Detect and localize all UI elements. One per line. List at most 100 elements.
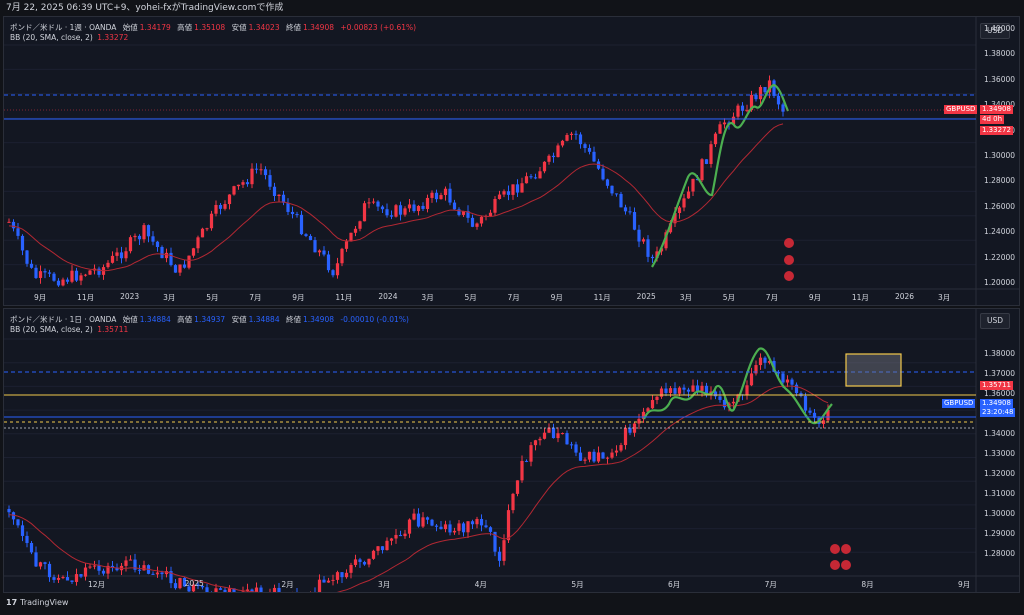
candle-body xyxy=(475,223,479,227)
price-tick-label: 1.36000 xyxy=(984,74,1016,84)
candle-body xyxy=(619,445,623,451)
candle-body xyxy=(272,186,277,197)
candle-body xyxy=(196,584,200,586)
weekly-candlestick-chart[interactable] xyxy=(4,17,1020,306)
candle-body xyxy=(461,523,466,533)
candle-body xyxy=(754,365,758,374)
time-tick-label: 7月 xyxy=(507,293,520,302)
price-tick-label: 1.29000 xyxy=(984,529,1016,538)
time-tick-label: 5月 xyxy=(571,580,584,589)
candle-body xyxy=(331,270,335,276)
candle-body xyxy=(493,531,497,552)
candle-body xyxy=(74,270,79,281)
candle-body xyxy=(358,221,362,229)
candle-body xyxy=(326,254,331,271)
currency-button[interactable]: USD xyxy=(980,313,1010,329)
candle-body xyxy=(128,237,133,252)
candle-body xyxy=(610,185,614,194)
candle-body xyxy=(335,263,340,276)
candle-body xyxy=(214,204,218,214)
candle-body xyxy=(385,209,389,216)
candle-body xyxy=(281,194,286,203)
candle-body xyxy=(245,182,250,185)
time-tick-label: 3月 xyxy=(938,293,951,302)
candle-body xyxy=(403,208,407,215)
green-trend-curve xyxy=(642,347,833,425)
candle-body xyxy=(749,373,754,386)
candle-body xyxy=(56,577,61,580)
time-tick-label: 8月 xyxy=(861,580,874,589)
candle-body xyxy=(412,513,416,520)
candle-body xyxy=(38,562,43,567)
price-tick-label: 1.38000 xyxy=(984,349,1016,358)
candle-body xyxy=(196,237,200,249)
daily-candlestick-chart[interactable] xyxy=(4,309,1020,593)
candle-body xyxy=(713,391,718,397)
weekly-ohlc-legend: ポンド／米ドル · 1週 · OANDA 始値 1.34179 高値 1.35108… xyxy=(10,22,416,33)
candle-body xyxy=(88,270,92,275)
candle-body xyxy=(520,183,524,193)
candle-body xyxy=(20,525,25,536)
candle-body xyxy=(97,565,101,571)
candle-body xyxy=(457,209,461,215)
weekly-bb-legend[interactable]: BB (20, SMA, close, 2) 1.33272 xyxy=(10,33,128,42)
candle-body xyxy=(790,379,794,385)
candle-body xyxy=(56,280,61,286)
candle-body xyxy=(416,513,421,527)
candle-body xyxy=(781,104,785,112)
candle-body xyxy=(65,577,70,581)
candle-body xyxy=(533,440,538,446)
candle-body xyxy=(205,228,209,230)
candle-body xyxy=(142,225,146,240)
time-tick-label: 2025 xyxy=(184,579,204,588)
price-tick-label: 1.40000 xyxy=(984,24,1016,33)
candle-body xyxy=(182,264,187,268)
candle-body xyxy=(560,433,565,435)
candle-body xyxy=(187,586,191,592)
candle-body xyxy=(506,191,511,195)
candle-body xyxy=(398,534,403,537)
event-marker-icon xyxy=(784,271,794,281)
candle-body xyxy=(776,371,781,374)
candle-body xyxy=(704,159,709,164)
candle-body xyxy=(124,560,128,566)
candle-body xyxy=(722,399,727,408)
candle-body xyxy=(763,357,767,363)
candle-body xyxy=(290,211,295,215)
candle-body xyxy=(731,401,736,404)
candle-body xyxy=(443,524,448,530)
candle-body xyxy=(673,213,677,224)
candle-body xyxy=(182,577,187,587)
open-value: 1.34179 xyxy=(139,23,171,32)
open-value: 1.34884 xyxy=(139,315,171,324)
candle-body xyxy=(29,263,34,268)
daily-bb-legend[interactable]: BB (20, SMA, close, 2) 1.35711 xyxy=(10,325,128,334)
candle-body xyxy=(232,588,236,592)
candle-body xyxy=(124,251,128,259)
candle-body xyxy=(763,86,767,93)
candle-body xyxy=(587,148,592,152)
candle-body xyxy=(34,552,38,567)
event-marker-icon xyxy=(784,238,794,248)
candle-body xyxy=(43,271,47,273)
weekly-chart-pane[interactable]: ポンド／米ドル · 1週 · OANDA 始値 1.34179 高値 1.35108… xyxy=(3,16,1020,306)
candle-body xyxy=(565,433,569,445)
currency-button[interactable]: USD xyxy=(980,23,1010,39)
candle-body xyxy=(574,444,578,453)
candle-body xyxy=(83,567,88,577)
bb-value: 1.33272 xyxy=(97,33,129,42)
candle-body xyxy=(52,577,56,580)
candle-body xyxy=(223,204,227,209)
daily-chart-pane[interactable]: ポンド／米ドル · 1日 · OANDA 始値 1.34884 高値 1.34937… xyxy=(3,308,1020,593)
candle-body xyxy=(241,591,245,592)
candle-body xyxy=(317,579,322,592)
candle-body xyxy=(128,559,133,561)
candle-body xyxy=(497,194,502,200)
bollinger-mid-line xyxy=(8,385,829,592)
candle-body xyxy=(191,584,196,592)
candle-body xyxy=(794,384,799,394)
candle-body xyxy=(637,229,641,242)
candle-body xyxy=(767,80,772,93)
tradingview-footer[interactable]: 17 TradingView xyxy=(6,598,68,607)
candle-body xyxy=(245,589,250,592)
